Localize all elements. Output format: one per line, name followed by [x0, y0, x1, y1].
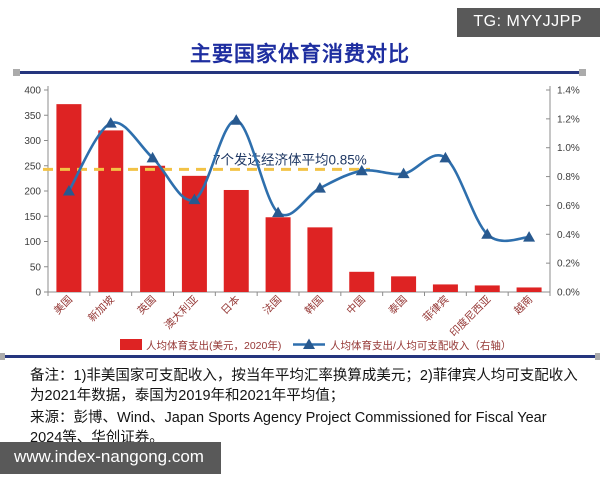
telegram-watermark-badge: TG: MYYJJPP [457, 8, 600, 37]
bar-法国 [265, 217, 291, 292]
legend-line-marker [303, 338, 315, 349]
notes-block: 备注：1)非美国家可支配收入，按当年平均汇率换算成美元；2)菲律宾人均可支配收入… [30, 366, 578, 450]
svg-text:中国: 中国 [344, 293, 368, 317]
svg-text:350: 350 [24, 111, 41, 122]
note-remark: 备注：1)非美国家可支配收入，按当年平均汇率换算成美元；2)菲律宾人均可支配收入… [30, 368, 578, 404]
bar-美国 [56, 104, 82, 292]
bar-日本 [223, 189, 249, 292]
bar-series [56, 104, 542, 292]
svg-text:澳大利亚: 澳大利亚 [162, 293, 201, 332]
legend-line-label: 人均体育支出/人均可支配收入（右轴） [330, 339, 511, 352]
line-markers [62, 114, 536, 242]
bar-菲律宾 [432, 284, 458, 292]
bar-越南 [516, 287, 542, 292]
bar-韩国 [307, 227, 333, 292]
chart-legend: 人均体育支出(美元，2020年) 人均体育支出/人均可支配收入（右轴） [120, 338, 511, 352]
reference-line-label: 7个发达经济体平均0.85% [213, 152, 367, 167]
svg-text:150: 150 [24, 212, 41, 223]
svg-text:泰国: 泰国 [386, 293, 410, 317]
title-divider [13, 69, 586, 76]
divider-right-handle [595, 353, 600, 360]
legend-bar-label: 人均体育支出(美元，2020年) [146, 339, 281, 352]
svg-text:1.0%: 1.0% [557, 143, 580, 154]
svg-text:0.0%: 0.0% [557, 288, 580, 299]
chart-title: 主要国家体育消费对比 [190, 43, 410, 66]
divider-left-handle [13, 69, 20, 76]
bar-英国 [140, 165, 166, 292]
left-axis-ticks: 0 50 100 150 200 250 300 350 400 [24, 86, 48, 299]
svg-text:法国: 法国 [260, 293, 284, 317]
right-axis-ticks: 0.0% 0.2% 0.4% 0.6% 0.8% 1.0% 1.2% 1.4% [546, 86, 580, 299]
bar-澳大利亚 [181, 175, 207, 292]
legend-bar-swatch [120, 339, 142, 350]
svg-text:美国: 美国 [51, 293, 75, 317]
svg-text:越南: 越南 [511, 293, 535, 317]
axes [47, 86, 551, 296]
svg-text:0: 0 [35, 288, 41, 299]
bar-新加坡 [98, 130, 124, 292]
bar-印度尼西亚 [474, 285, 500, 292]
svg-text:300: 300 [24, 136, 41, 147]
svg-text:1.2%: 1.2% [557, 114, 580, 125]
svg-text:100: 100 [24, 237, 41, 248]
svg-text:0.6%: 0.6% [557, 201, 580, 212]
combo-chart: 0 50 100 150 200 250 300 350 400 0.0% 0.2% 0.4% 0.6%… [24, 86, 580, 353]
website-watermark-badge: www.index-nangong.com [0, 442, 221, 474]
svg-text:50: 50 [30, 262, 42, 273]
bar-中国 [349, 271, 375, 292]
footer-divider [0, 353, 600, 360]
bar-泰国 [391, 276, 417, 292]
svg-text:菲律宾: 菲律宾 [420, 293, 451, 324]
svg-text:200: 200 [24, 187, 41, 198]
svg-text:1.4%: 1.4% [557, 86, 580, 97]
divider-left-handle [0, 353, 5, 360]
divider-right-handle [579, 69, 586, 76]
svg-text:0.8%: 0.8% [557, 172, 580, 183]
line-series [67, 119, 531, 243]
svg-text:新加坡: 新加坡 [85, 293, 117, 325]
svg-text:英国: 英国 [135, 293, 159, 317]
svg-text:0.2%: 0.2% [557, 259, 580, 270]
svg-text:0.4%: 0.4% [557, 230, 580, 241]
svg-text:400: 400 [24, 86, 41, 97]
svg-text:250: 250 [24, 161, 41, 172]
svg-text:印度尼西亚: 印度尼西亚 [447, 293, 494, 340]
svg-text:韩国: 韩国 [302, 293, 326, 317]
svg-text:日本: 日本 [218, 293, 242, 317]
